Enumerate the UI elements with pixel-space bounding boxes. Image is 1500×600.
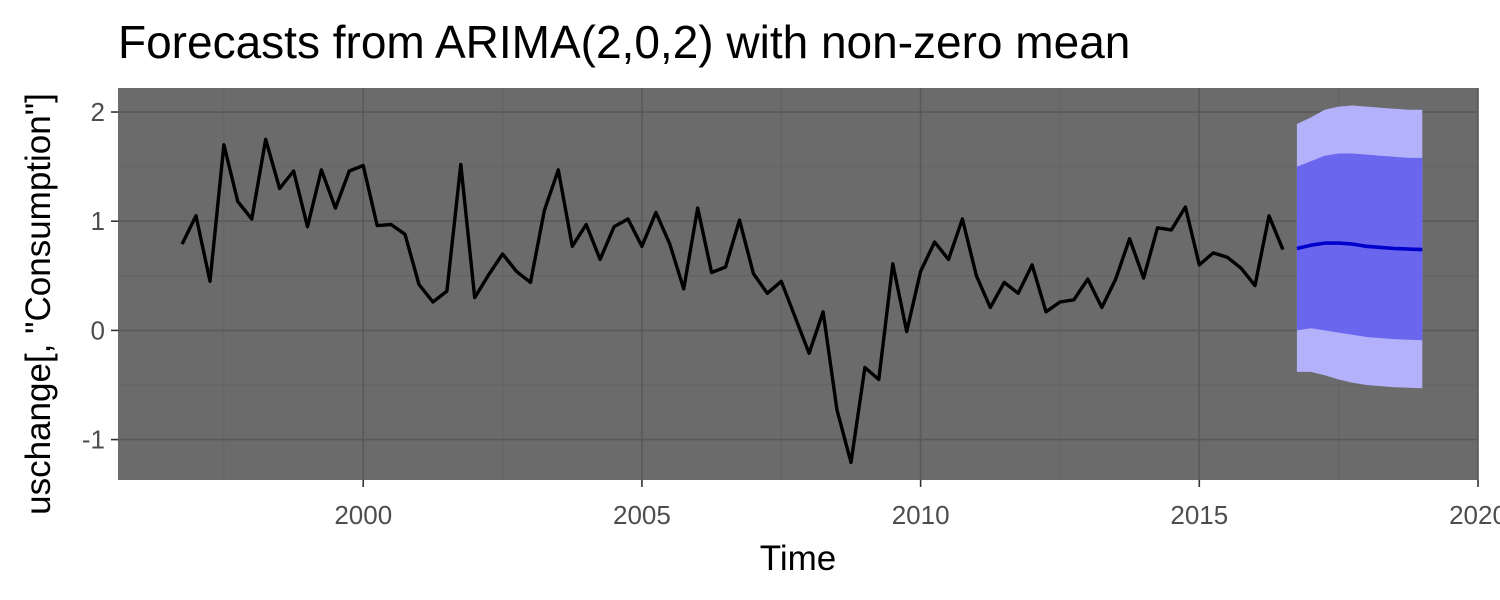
x-axis-label: Time — [760, 539, 836, 578]
x-tick-label: 2005 — [613, 500, 671, 530]
major-gridlines — [118, 88, 1479, 480]
x-tick-label: 2000 — [334, 500, 392, 530]
x-tick-label: 2015 — [1170, 500, 1228, 530]
series-lines — [180, 137, 1423, 465]
forecast-mean-line — [1296, 241, 1423, 252]
x-tick-label: 2010 — [892, 500, 950, 530]
y-tick-label: -1 — [82, 425, 105, 455]
y-axis-label: uschange[, "Consumption"] — [19, 93, 58, 515]
y-axis: -1 0 1 2 — [82, 97, 118, 455]
y-tick-label: 0 — [91, 315, 105, 345]
y-tick-label: 1 — [91, 206, 105, 236]
plot-panel — [118, 88, 1478, 480]
chart-title: Forecasts from ARIMA(2,0,2) with non-zer… — [118, 16, 1130, 68]
x-tick-label: 2020 — [1449, 500, 1500, 530]
y-tick-label: 2 — [91, 97, 105, 127]
observed-series-line — [180, 137, 1285, 465]
x-axis: 2000 2005 2010 2015 2020 — [334, 480, 1500, 530]
